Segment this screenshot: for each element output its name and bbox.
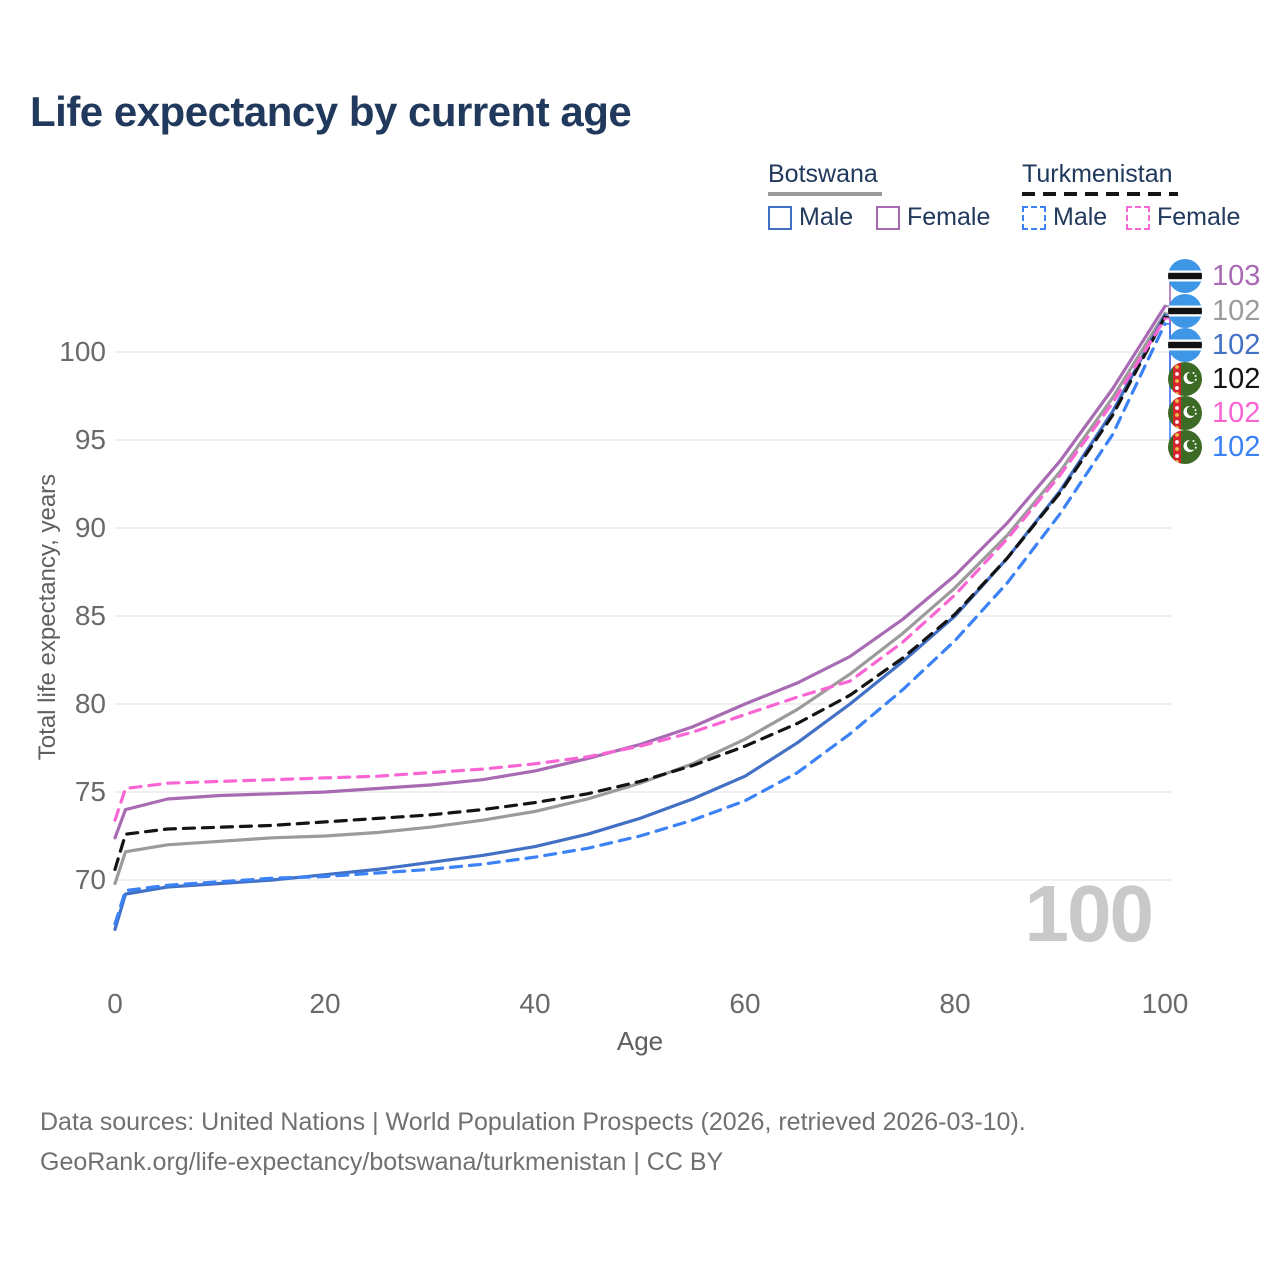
end-value-label: 103 (1212, 260, 1261, 292)
botswana-female-swatch (876, 205, 900, 230)
legend-turkmenistan-underline (1022, 192, 1178, 196)
legend-group-botswana: Botswana (768, 160, 882, 196)
y-tick-label: 100 (59, 336, 106, 367)
end-label-row-turkmenistan-female[interactable]: 102 (1168, 396, 1260, 430)
legend-label: Male (1053, 203, 1108, 231)
legend-botswana-title: Botswana (768, 160, 878, 188)
turkmenistan-female-swatch (1126, 205, 1150, 230)
end-value-label: 102 (1212, 295, 1261, 327)
botswana-flag-icon (1168, 259, 1202, 293)
series-line-botswana-female[interactable] (113, 304, 1167, 840)
data-sources-text: Data sources: United Nations | World Pop… (40, 1108, 1026, 1136)
attribution-link-text: GeoRank.org/life-expectancy/botswana/tur… (40, 1148, 724, 1176)
hover-age-watermark: 100 (1024, 869, 1154, 958)
legend-item-turkmenistan-female[interactable]: Female (1126, 203, 1240, 232)
x-tick-label: 60 (729, 988, 761, 1019)
x-axis-label: Age (616, 1026, 664, 1056)
end-value-label: 102 (1212, 397, 1261, 429)
end-label-row-botswana-male[interactable]: 102 (1168, 328, 1260, 362)
series-line-botswana-both[interactable] (113, 311, 1167, 886)
x-tick-label: 40 (519, 988, 551, 1019)
end-value-label: 102 (1212, 363, 1261, 395)
y-tick-label: 70 (74, 864, 106, 895)
botswana-flag-icon (1168, 294, 1202, 328)
legend-item-botswana-female[interactable]: Female (876, 203, 990, 232)
turkmenistan-flag-icon (1168, 430, 1202, 464)
series-line-turkmenistan-female[interactable] (113, 317, 1167, 822)
turkmenistan-flag-icon (1168, 396, 1202, 430)
end-label-row-turkmenistan-male[interactable]: 102 (1168, 430, 1260, 464)
series-line-turkmenistan-male[interactable] (113, 322, 1167, 926)
legend-label: Female (1157, 203, 1241, 231)
x-tick-label: 20 (309, 988, 341, 1019)
legend-item-botswana-male[interactable]: Male (768, 203, 853, 232)
y-tick-label: 80 (74, 688, 106, 719)
y-tick-label: 75 (74, 776, 106, 807)
end-value-label: 102 (1212, 431, 1261, 463)
series-line-turkmenistan-both[interactable] (113, 315, 1167, 871)
y-tick-label: 95 (74, 424, 106, 455)
botswana-male-swatch (768, 205, 792, 230)
y-tick-label: 85 (74, 600, 106, 631)
y-tick-label: 90 (74, 512, 106, 543)
legend-label: Female (907, 203, 991, 231)
botswana-flag-icon (1168, 328, 1202, 362)
y-axis-label: Total life expectancy, years (34, 473, 61, 761)
page-title: Life expectancy by current age (30, 88, 632, 135)
end-label-row-botswana-both[interactable]: 102 (1168, 294, 1260, 328)
end-value-label: 102 (1212, 329, 1261, 361)
end-label-row-botswana-female[interactable]: 103 (1168, 259, 1260, 293)
legend-item-turkmenistan-male[interactable]: Male (1022, 203, 1107, 232)
end-label-row-turkmenistan-both[interactable]: 102 (1168, 362, 1260, 396)
x-tick-label: 80 (939, 988, 971, 1019)
legend-group-turkmenistan: Turkmenistan (1022, 160, 1178, 196)
legend-label: Male (799, 203, 854, 231)
legend-botswana-underline (768, 192, 882, 196)
x-tick-label: 0 (107, 988, 123, 1019)
x-tick-label: 100 (1141, 988, 1189, 1019)
legend-turkmenistan-title: Turkmenistan (1022, 160, 1173, 188)
turkmenistan-male-swatch (1022, 205, 1046, 230)
turkmenistan-flag-icon (1168, 362, 1202, 396)
